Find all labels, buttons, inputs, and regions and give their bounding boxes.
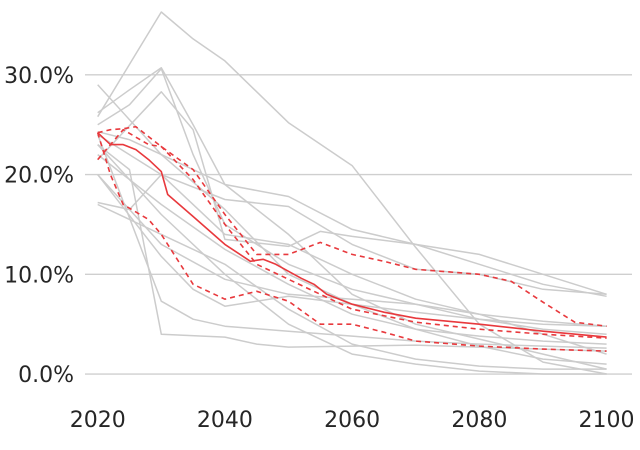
y-axis: 0.0% 10.0% 20.0% 30.0% (4, 64, 74, 388)
background-series-line-14 (97, 174, 607, 335)
bound-series-line-3 (96, 132, 607, 352)
background-series-line-4 (97, 130, 607, 296)
background-series-line-12 (97, 144, 607, 375)
x-tick-label: 2100 (579, 408, 635, 433)
bound-series-line-1 (97, 125, 607, 327)
background-series-line-3 (97, 68, 607, 327)
background-series-line-6 (97, 91, 607, 298)
background-series-group (96, 11, 607, 375)
bound-series-line-2 (97, 128, 607, 339)
background-series-line-1 (97, 11, 607, 375)
background-series-line-9 (96, 134, 607, 349)
x-tick-label: 2040 (197, 408, 253, 433)
median-series-line (97, 132, 607, 338)
highlight-series-group (96, 125, 607, 352)
background-series-line-11 (97, 203, 607, 370)
background-series-line-15 (97, 134, 607, 355)
background-series-line-5 (97, 84, 607, 365)
background-series-line-7 (97, 173, 607, 296)
y-tick-label: 10.0% (4, 263, 74, 288)
background-series-line-13 (97, 154, 607, 345)
y-tick-label: 0.0% (18, 363, 74, 388)
x-axis: 2020 2040 2060 2080 2100 (70, 408, 635, 433)
y-tick-label: 30.0% (4, 64, 74, 89)
background-series-line-8 (97, 174, 607, 327)
x-tick-label: 2060 (324, 408, 380, 433)
x-tick-label: 2020 (70, 408, 126, 433)
y-tick-label: 20.0% (4, 164, 74, 189)
x-tick-label: 2080 (451, 408, 507, 433)
